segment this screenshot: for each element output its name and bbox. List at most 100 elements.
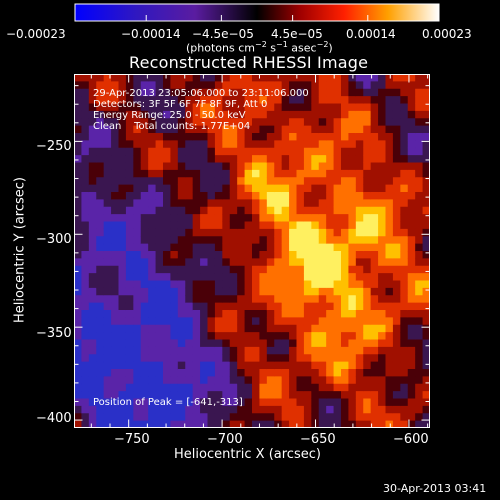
image-pixel bbox=[422, 140, 430, 149]
image-pixel bbox=[348, 310, 357, 318]
image-pixel bbox=[125, 184, 134, 193]
image-pixel bbox=[244, 339, 253, 348]
image-pixel bbox=[341, 236, 349, 245]
image-pixel bbox=[274, 376, 283, 385]
image-pixel bbox=[118, 361, 127, 370]
image-pixel bbox=[407, 258, 416, 267]
image-pixel bbox=[170, 184, 179, 193]
image-pixel bbox=[163, 295, 171, 304]
image-pixel bbox=[81, 295, 90, 304]
image-pixel bbox=[378, 214, 386, 222]
image-pixel bbox=[252, 162, 260, 171]
image-pixel bbox=[148, 140, 156, 149]
image-pixel bbox=[407, 221, 416, 230]
image-pixel bbox=[378, 147, 386, 156]
image-pixel bbox=[170, 369, 179, 377]
image-pixel bbox=[415, 258, 423, 267]
image-pixel bbox=[355, 405, 364, 414]
image-pixel bbox=[281, 169, 290, 178]
image-pixel bbox=[74, 140, 82, 149]
image-pixel bbox=[192, 369, 201, 377]
image-pixel bbox=[96, 221, 105, 230]
image-pixel bbox=[363, 177, 372, 186]
image-pixel bbox=[400, 280, 409, 289]
image-pixel bbox=[266, 214, 275, 222]
image-pixel bbox=[355, 280, 364, 289]
image-pixel bbox=[133, 339, 142, 348]
image-pixel bbox=[363, 332, 372, 340]
image-pixel bbox=[348, 125, 357, 134]
image-pixel bbox=[229, 228, 238, 237]
image-pixel bbox=[303, 110, 312, 119]
image-pixel bbox=[422, 236, 430, 245]
image-pixel bbox=[96, 317, 105, 326]
image-pixel bbox=[348, 339, 357, 348]
image-pixel bbox=[88, 214, 97, 222]
image-pixel bbox=[74, 199, 82, 208]
image-pixel bbox=[303, 391, 312, 399]
image-pixel bbox=[341, 251, 349, 259]
image-pixel bbox=[163, 147, 171, 156]
image-pixel bbox=[133, 169, 142, 178]
image-pixel bbox=[333, 354, 342, 363]
image-pixel bbox=[311, 96, 320, 104]
image-pixel bbox=[88, 420, 97, 428]
image-pixel bbox=[140, 243, 149, 252]
image-pixel bbox=[296, 287, 305, 296]
image-pixel bbox=[378, 81, 386, 90]
image-pixel bbox=[400, 125, 409, 134]
image-pixel bbox=[392, 413, 401, 422]
image-pixel bbox=[111, 258, 119, 267]
image-pixel bbox=[229, 199, 238, 208]
image-pixel bbox=[111, 324, 119, 333]
image-pixel bbox=[311, 376, 320, 385]
image-pixel bbox=[81, 383, 90, 392]
image-pixel bbox=[259, 361, 268, 370]
image-pixel bbox=[289, 287, 297, 296]
image-pixel bbox=[111, 206, 119, 215]
image-pixel bbox=[148, 155, 156, 163]
image-pixel bbox=[355, 74, 364, 82]
image-pixel bbox=[118, 324, 127, 333]
image-pixel bbox=[303, 273, 312, 281]
image-pixel bbox=[333, 324, 342, 333]
image-pixel bbox=[81, 74, 90, 82]
colorbar bbox=[74, 3, 440, 22]
image-pixel bbox=[415, 125, 423, 134]
image-pixel bbox=[392, 192, 401, 200]
image-pixel bbox=[318, 118, 327, 127]
image-pixel bbox=[177, 354, 186, 363]
image-pixel bbox=[348, 103, 357, 112]
image-pixel bbox=[237, 376, 245, 385]
image-pixel bbox=[155, 273, 164, 281]
image-pixel bbox=[140, 324, 149, 333]
image-pixel bbox=[415, 398, 423, 407]
image-pixel bbox=[148, 258, 156, 267]
image-pixel bbox=[155, 310, 164, 318]
image-pixel bbox=[118, 199, 127, 208]
image-pixel bbox=[370, 273, 379, 281]
image-pixel bbox=[266, 118, 275, 127]
image-pixel bbox=[266, 184, 275, 193]
image-pixel bbox=[341, 81, 349, 90]
image-pixel bbox=[407, 162, 416, 171]
image-pixel bbox=[103, 310, 112, 318]
image-pixel bbox=[274, 295, 283, 304]
image-pixel bbox=[96, 302, 105, 311]
image-pixel bbox=[333, 302, 342, 311]
image-pixel bbox=[222, 295, 231, 304]
image-pixel bbox=[200, 295, 208, 304]
image-pixel bbox=[281, 273, 290, 281]
image-pixel bbox=[296, 361, 305, 370]
image-pixel bbox=[237, 133, 245, 141]
image-pixel bbox=[274, 221, 283, 230]
image-pixel bbox=[111, 339, 119, 348]
image-pixel bbox=[125, 243, 134, 252]
image-pixel bbox=[140, 332, 149, 340]
image-pixel bbox=[326, 413, 334, 422]
image-pixel bbox=[81, 302, 90, 311]
image-pixel bbox=[422, 324, 430, 333]
image-pixel bbox=[281, 103, 290, 112]
image-pixel bbox=[385, 133, 394, 141]
image-pixel bbox=[177, 155, 186, 163]
